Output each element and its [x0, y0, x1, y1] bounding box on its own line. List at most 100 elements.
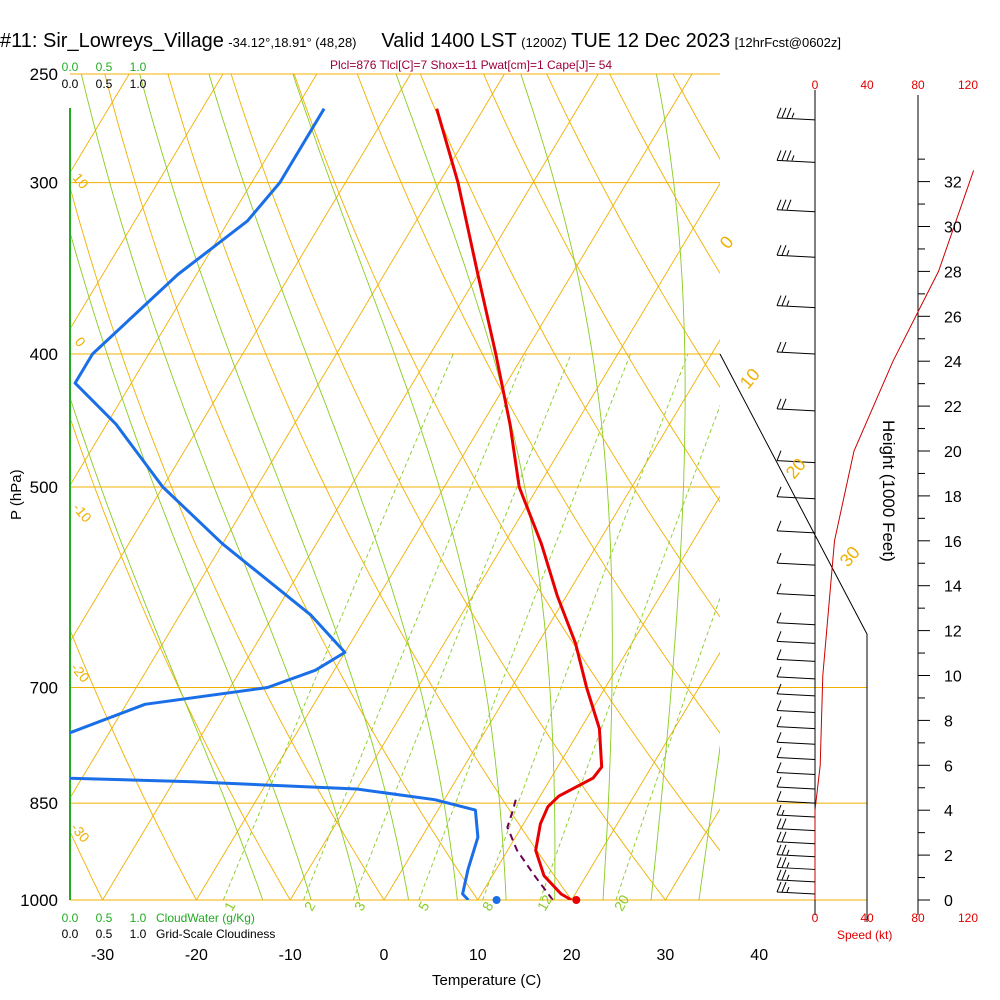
wind-barb-staff	[776, 408, 816, 412]
wind-barb-flag	[776, 831, 782, 842]
wind-barb-flag	[776, 398, 782, 410]
wind-barb-flag	[781, 341, 787, 353]
cloudwater-scale-top: 0.0	[62, 60, 79, 74]
wind-barb	[776, 732, 816, 745]
wind-barb	[776, 398, 816, 412]
height-tick-label: 20	[944, 444, 962, 461]
dry-adiabat	[356, 74, 720, 734]
wind-barb-staff	[776, 305, 816, 309]
speed-tick-label-top: 120	[958, 78, 978, 92]
axis-label-layer: 0246810121416182022242628303225030040050…	[20, 60, 978, 964]
isotherm-line	[853, 74, 1000, 900]
wind-barb-staff	[776, 771, 816, 775]
dry-adiabat	[167, 74, 573, 900]
mixing-ratio-label: 3	[351, 899, 369, 914]
wind-barb-staff	[776, 640, 816, 644]
dry-adiabat	[972, 50, 1000, 929]
wind-barb-layer	[776, 107, 816, 895]
series-group	[70, 107, 604, 900]
wind-barb-staff	[776, 593, 816, 597]
wind-barb-flag	[776, 747, 782, 758]
wind-barb-flag	[776, 683, 782, 695]
height-tick-label: 28	[944, 264, 962, 281]
height-tick-label: 10	[944, 669, 962, 686]
wind-barb	[776, 649, 816, 662]
dry-adiabat-label: -30	[68, 820, 93, 846]
wind-barb-flag	[781, 398, 787, 410]
temperature-line	[435, 108, 604, 900]
cloudwater-scale-bottom: 0.0	[62, 911, 79, 925]
speed-tick-label-bottom: 0	[812, 911, 819, 925]
dewpoint-line	[70, 107, 480, 900]
moist-adiabat-label: 30	[836, 542, 864, 570]
wind-barb	[776, 762, 816, 775]
moist-adiabat	[520, 74, 613, 900]
wind-barb	[776, 552, 816, 566]
dry-adiabat	[104, 74, 479, 900]
header-line: #11: Sir_Lowreys_Village -34.12°,18.91° …	[0, 30, 841, 53]
pressure-tick-label: 400	[30, 345, 58, 364]
wind-barb-flag	[781, 831, 787, 842]
moist-adiabat	[650, 74, 686, 900]
wind-barb-half-flag	[781, 809, 785, 816]
wind-barb-half-flag	[786, 862, 790, 868]
plot-border	[719, 353, 868, 922]
wind-barb-flag	[776, 844, 782, 855]
sounding-parameters: Plcl=876 Tlcl[C]=7 Shox=11 Pwat[cm]=1 Ca…	[330, 58, 613, 72]
wind-barb-staff	[776, 254, 816, 258]
temperature-tick-label: 20	[563, 947, 581, 964]
wind-barb	[776, 583, 816, 597]
cloudiness-scale-bottom: 0.5	[96, 927, 113, 941]
wind-barb	[776, 450, 816, 464]
wind-barb	[776, 804, 816, 818]
moist-adiabat	[70, 396, 264, 900]
wind-barb-flag	[776, 869, 782, 881]
wind-barb-flag	[776, 486, 782, 497]
y-axis-title: P (hPa)	[8, 469, 25, 520]
temperature-tick-label: -10	[279, 947, 302, 964]
wind-barb-staff	[776, 709, 816, 713]
speed-tick-label-top: 40	[860, 78, 874, 92]
wind-barb-staff	[776, 800, 816, 804]
forecast-run: [12hrFcst@0602z]	[734, 35, 841, 50]
height-tick-label: 8	[944, 713, 953, 730]
wind-barb-staff	[776, 496, 816, 500]
wind-barb-staff	[776, 117, 816, 121]
wind-barb	[776, 245, 816, 258]
isotherm-line	[70, 74, 224, 330]
wind-barb-flag	[781, 857, 787, 868]
cloudwater-scale-top: 1.0	[130, 60, 147, 74]
dry-adiabat-label: 10	[70, 170, 92, 192]
wind-barb-flag	[776, 857, 782, 868]
series-layer	[70, 107, 975, 904]
wind-barb-flag	[781, 199, 787, 210]
speed-tick-label-top: 0	[812, 78, 819, 92]
wind-barb-staff	[776, 159, 816, 163]
wind-barb	[776, 881, 816, 895]
wind-barb-half-flag	[786, 250, 790, 256]
wind-barb	[776, 818, 816, 832]
wind-barb-flag	[776, 107, 782, 119]
height-tick-label: 32	[944, 175, 962, 192]
wind-barb-staff	[776, 841, 816, 845]
dry-adiabat	[293, 74, 720, 852]
height-tick-label: 26	[944, 309, 962, 326]
wind-barb	[776, 612, 816, 626]
wind-barb-staff	[776, 828, 816, 832]
mixing-ratio-label: 2	[301, 899, 319, 914]
wind-barb	[776, 776, 816, 790]
temperature-tick-label: -30	[91, 947, 114, 964]
temperature-tick-label: 30	[657, 947, 675, 964]
wind-barb	[776, 857, 816, 870]
wind-barb-flag	[776, 716, 782, 727]
wind-barb-staff	[776, 814, 816, 818]
dry-adiabat-label: -20	[68, 660, 93, 686]
plot-grid	[70, 50, 1000, 929]
wind-barb-flag	[776, 341, 782, 353]
wind-barb	[776, 199, 816, 213]
cloudwater-scale-bottom: 0.5	[96, 911, 113, 925]
wind-barb-flag	[776, 790, 782, 802]
pressure-tick-label: 700	[30, 678, 58, 697]
wind-barb-half-flag	[786, 300, 790, 306]
